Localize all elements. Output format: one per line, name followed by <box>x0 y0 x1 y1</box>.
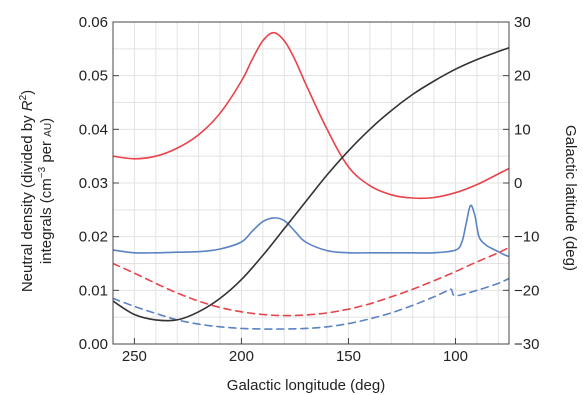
series-line-4 <box>113 279 509 330</box>
series-line-1 <box>113 33 509 199</box>
y-left-tick-label: 0.04 <box>79 121 108 138</box>
y-left-tick-label: 0.00 <box>79 336 108 353</box>
y-right-tick-label: 10 <box>514 121 531 138</box>
series-line-3 <box>113 247 509 315</box>
y-left-label-unit: AU <box>43 123 54 137</box>
y-left-tick-label: 0.03 <box>79 175 108 192</box>
y-left-label-part: ) <box>38 118 55 123</box>
right-y-axis-label: Galactic latitude (deg) <box>562 125 579 271</box>
y-left-tick-label: 0.01 <box>79 282 108 299</box>
y-right-tick-label: 20 <box>514 68 531 85</box>
y-left-tick-label: 0.05 <box>79 68 108 85</box>
tick-labels: 250 200 150 1000.000.010.020.030.040.050.06… <box>79 14 540 365</box>
series-line-5 <box>113 48 509 321</box>
series-line-2 <box>113 205 509 256</box>
svg-text:Neutral density (divided by R2: Neutral density (divided by R2) <box>18 90 36 292</box>
y-left-tick-label: 0.06 <box>79 14 108 31</box>
grid <box>113 22 509 344</box>
y-left-tick-label: 0.02 <box>79 229 108 246</box>
y-left-label-part: Neutral density (divided by <box>19 111 36 292</box>
y-left-label-part: per <box>38 137 55 167</box>
y-right-tick-label: −30 <box>514 336 539 353</box>
y-right-tick-label: −10 <box>514 229 539 246</box>
y-left-label-part: integrals (cm <box>38 178 55 264</box>
y-right-tick-label: 30 <box>514 14 531 31</box>
left-y-axis-label: Neutral density (divided by R2) integral… <box>18 90 55 292</box>
y-left-label-sup: −3 <box>37 166 48 178</box>
y-left-label-var: R <box>19 100 36 111</box>
series-group <box>113 33 509 329</box>
x-tick-label: 250 <box>122 348 147 365</box>
y-right-tick-label: 0 <box>514 175 522 192</box>
svg-text:integrals (cm−3 per AU): integrals (cm−3 per AU) <box>37 118 55 264</box>
x-tick-label: 200 <box>229 348 254 365</box>
x-tick-label: 100 <box>443 348 468 365</box>
x-tick-label: 150 <box>336 348 361 365</box>
x-axis-label: Galactic longitude (deg) <box>227 377 385 394</box>
y-right-tick-label: −20 <box>514 282 539 299</box>
y-left-label-part: ) <box>19 90 36 95</box>
